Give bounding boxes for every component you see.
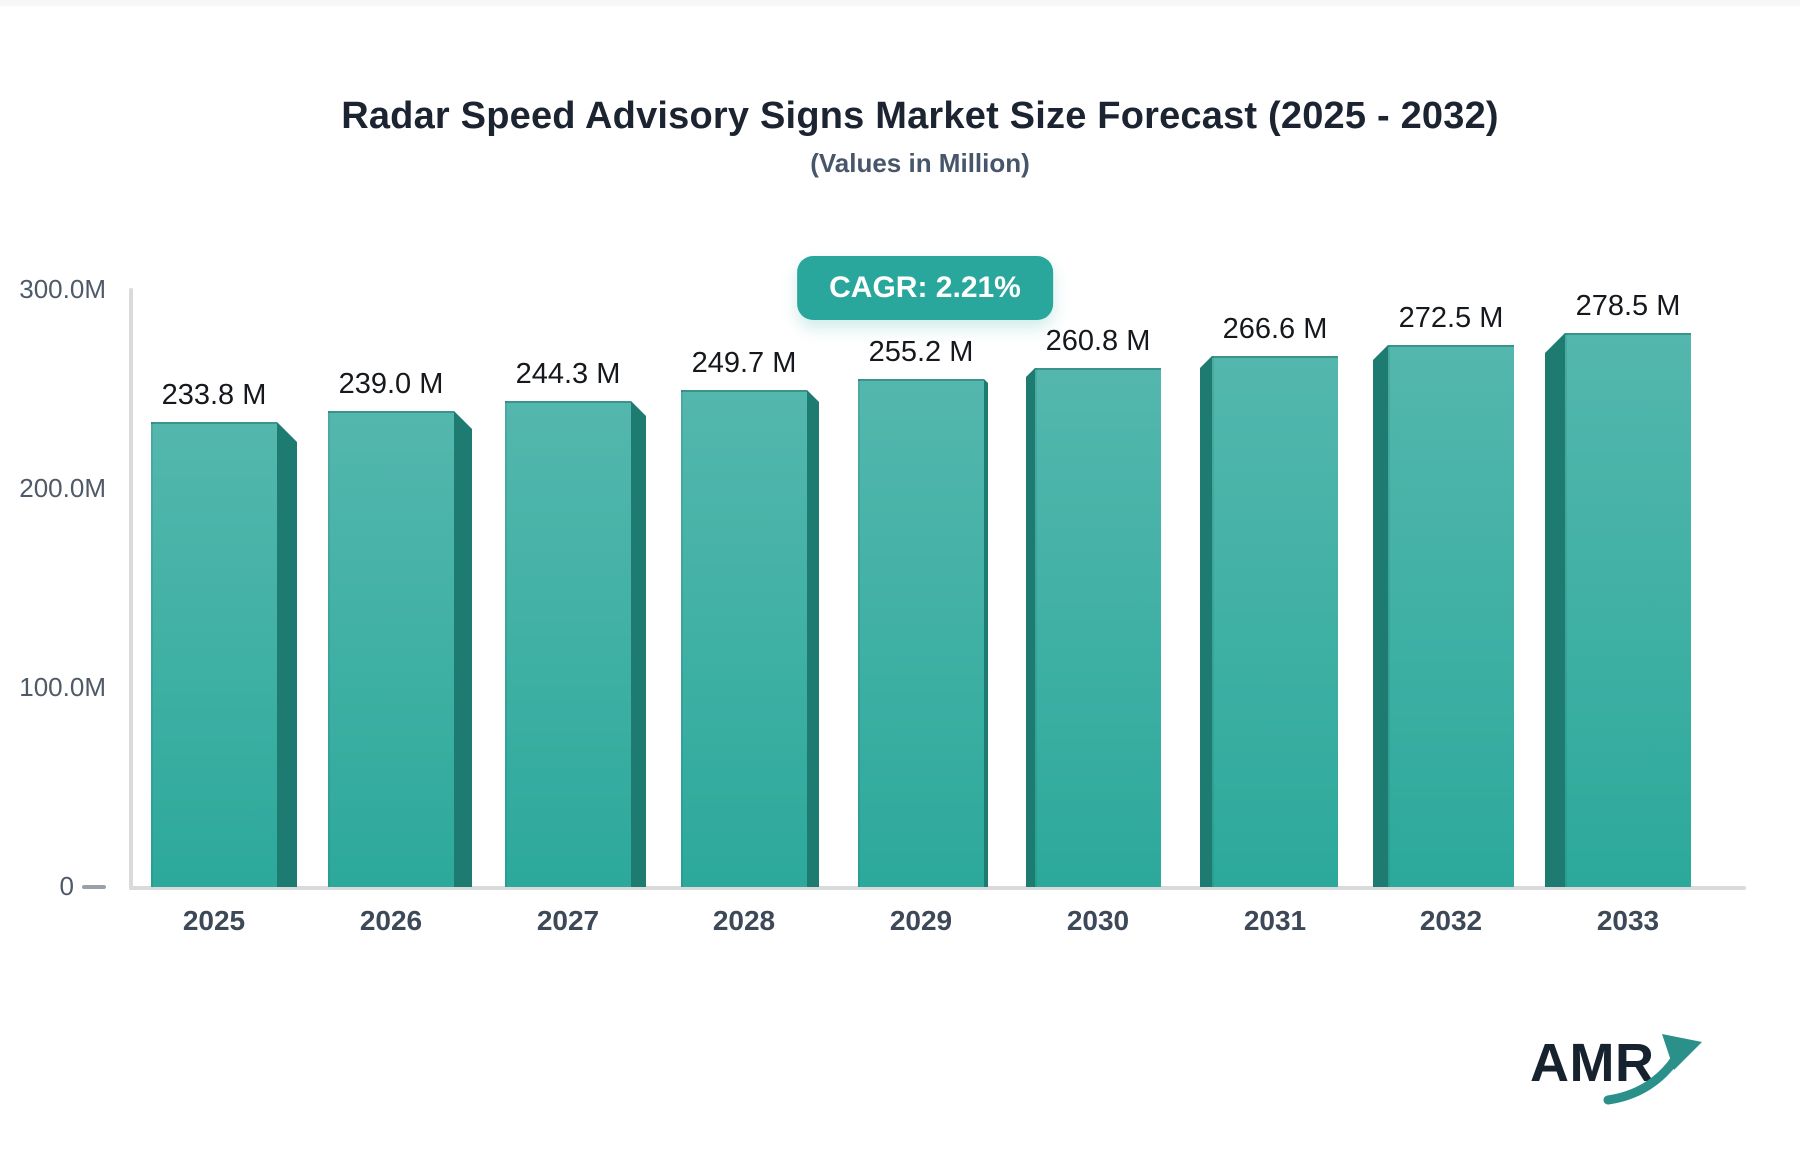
amr-logo: AMR	[1530, 1033, 1710, 1116]
x-tick-label: 2033	[1596, 905, 1660, 936]
growth-arrow-icon	[1603, 1034, 1702, 1105]
x-axis-line	[129, 886, 1746, 890]
bar-face-2025	[151, 422, 277, 887]
bar-value-label: 244.3 M	[515, 358, 621, 390]
bar-value-label: 233.8 M	[161, 379, 267, 411]
y-axis-line	[129, 288, 133, 890]
x-tick-label: 2026	[359, 905, 423, 936]
bar-value-label: 272.5 M	[1398, 302, 1504, 334]
bar-side-3d	[631, 401, 646, 887]
y-tick-label: 0	[59, 871, 74, 901]
x-tick-label: 2029	[889, 905, 953, 936]
y-tick-label: 200.0M	[19, 473, 106, 503]
bar-face-2033	[1565, 333, 1691, 887]
bar-face-2026	[328, 411, 454, 887]
bar-value-label: 255.2 M	[868, 336, 974, 368]
bar-face-2030	[1035, 368, 1161, 887]
bar-side-3d	[984, 379, 988, 887]
bar-value-label: 239.0 M	[338, 368, 444, 400]
page-top-border	[0, 0, 1800, 6]
bar-face-2029	[858, 379, 984, 887]
x-tick-label: 2032	[1419, 905, 1483, 936]
bar-side-3d	[1026, 368, 1035, 887]
bar-face-2027	[505, 401, 631, 887]
chart-subtitle: (Values in Million)	[810, 148, 1030, 178]
bar-value-label: 260.8 M	[1045, 325, 1151, 357]
amr-logo-text: AMR	[1530, 1033, 1655, 1093]
bar-face-2028	[681, 390, 807, 887]
bar-side-3d	[277, 422, 297, 887]
bar-value-label: 249.7 M	[691, 347, 797, 379]
bar-side-3d	[807, 390, 819, 887]
bar-side-3d	[454, 411, 472, 887]
x-tick-label: 2027	[536, 905, 600, 936]
x-tick-label: 2025	[182, 905, 246, 936]
x-tick-label: 2028	[712, 905, 776, 936]
x-tick-label: 2031	[1243, 905, 1307, 936]
bar-value-label: 266.6 M	[1222, 313, 1328, 345]
y-tick-dash	[82, 885, 106, 889]
bar-value-label: 278.5 M	[1575, 290, 1681, 322]
x-tick-label: 2030	[1066, 905, 1130, 936]
bar-side-3d	[1200, 356, 1212, 887]
bar-side-3d	[1373, 345, 1388, 887]
y-tick-label: 100.0M	[19, 672, 106, 702]
cagr-badge: CAGR: 2.21%	[797, 256, 1053, 320]
bar-face-2032	[1388, 345, 1514, 887]
chart-title: Radar Speed Advisory Signs Market Size F…	[341, 95, 1499, 137]
bar-face-2031	[1212, 356, 1338, 887]
y-tick-label: 300.0M	[19, 274, 106, 304]
bar-side-3d	[1545, 333, 1565, 887]
